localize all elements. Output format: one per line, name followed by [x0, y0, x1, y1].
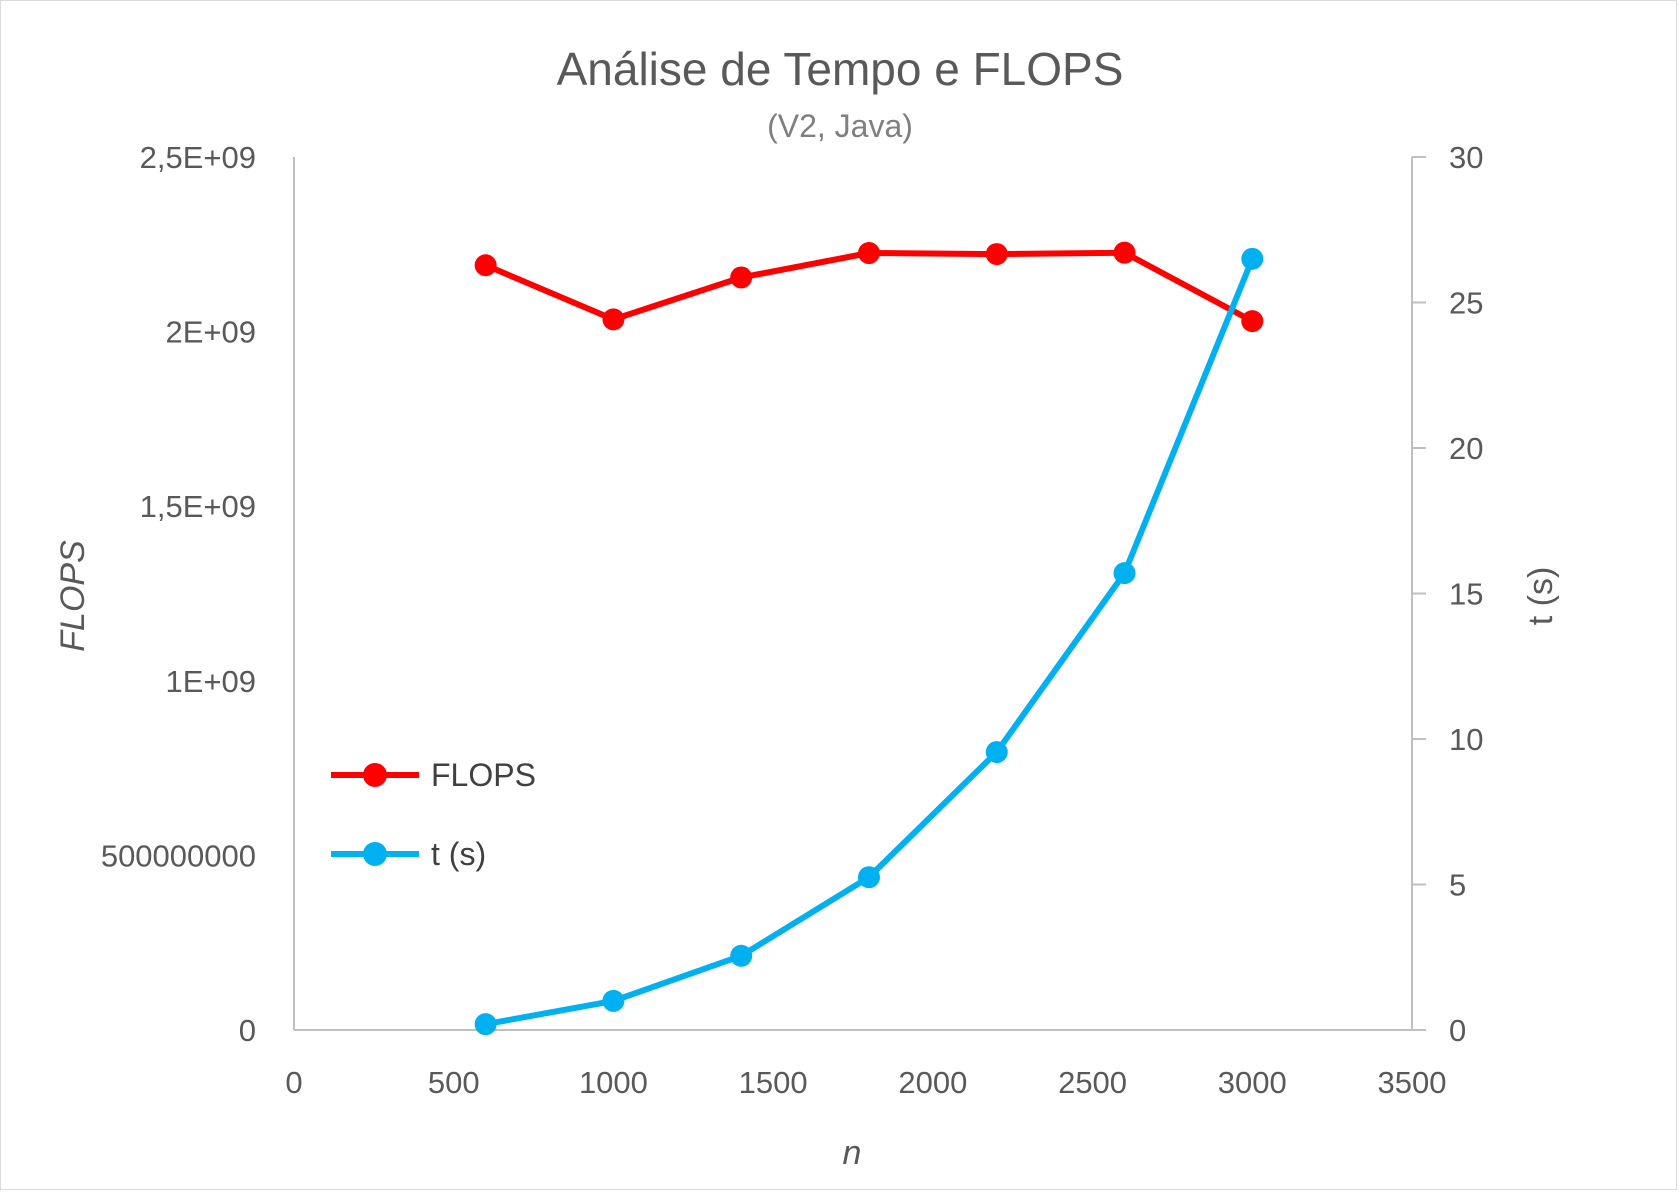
x-tick-labels: 0 500 1000 1500 2000 2500 3000 3500: [285, 1065, 1446, 1100]
y-right-tick-label: 10: [1449, 722, 1483, 757]
legend-marker: [363, 842, 387, 866]
y-left-tick-label: 500000000: [101, 838, 256, 873]
y-left-axis-title: FLOPS: [54, 540, 92, 652]
y-left-tick-label: 0: [239, 1013, 256, 1048]
y-right-tick-label: 25: [1449, 286, 1483, 321]
data-point: [1113, 241, 1136, 264]
data-point: [1113, 562, 1136, 585]
chart-subtitle: (V2, Java): [767, 108, 913, 144]
chart-title: Análise de Tempo e FLOPS: [557, 43, 1124, 95]
data-point: [602, 989, 625, 1012]
x-tick-label: 3000: [1218, 1065, 1287, 1100]
legend-label: t (s): [431, 836, 486, 872]
x-tick-label: 2000: [898, 1065, 967, 1100]
y-left-tick-label: 1,5E+09: [140, 489, 256, 524]
data-point: [474, 1013, 497, 1036]
x-axis-title: n: [843, 1134, 862, 1172]
y-left-tick-label: 2E+09: [165, 315, 256, 350]
data-point: [474, 254, 497, 277]
data-point: [1241, 310, 1264, 333]
x-tick-label: 2500: [1058, 1065, 1127, 1100]
data-point: [985, 741, 1008, 764]
x-tick-label: 0: [285, 1065, 302, 1100]
y-right-tick-label: 20: [1449, 431, 1483, 466]
x-tick-label: 1000: [579, 1065, 648, 1100]
data-point: [730, 266, 753, 289]
y-right-tick-label: 5: [1449, 868, 1466, 903]
data-point: [1241, 247, 1264, 270]
y-left-tick-labels: 0 500000000 1E+09 1,5E+09 2E+09 2,5E+09: [101, 140, 256, 1048]
x-tick-label: 3500: [1378, 1065, 1447, 1100]
y-right-tick-label: 30: [1449, 140, 1483, 175]
x-tick-label: 500: [428, 1065, 480, 1100]
y-right-tick-labels: 0 5 10 15 20 25 30: [1412, 140, 1483, 1048]
y-left-tick-label: 1E+09: [165, 664, 256, 699]
series-layer: [474, 241, 1264, 1036]
data-point: [857, 242, 880, 265]
y-right-tick-label: 0: [1449, 1013, 1466, 1048]
data-point: [985, 243, 1008, 266]
x-tick-label: 1500: [739, 1065, 808, 1100]
axes: [293, 157, 1413, 1031]
legend-marker: [363, 763, 387, 787]
data-point: [730, 944, 753, 967]
series-line: [485, 257, 1256, 1028]
y-right-tick-label: 15: [1449, 577, 1483, 612]
y-right-axis-title: t (s): [1522, 567, 1560, 626]
data-point: [602, 308, 625, 331]
y-left-tick-label: 2,5E+09: [140, 140, 256, 175]
legend-label: FLOPS: [431, 757, 536, 793]
legend: FLOPS t (s): [331, 757, 536, 872]
data-point: [857, 866, 880, 889]
